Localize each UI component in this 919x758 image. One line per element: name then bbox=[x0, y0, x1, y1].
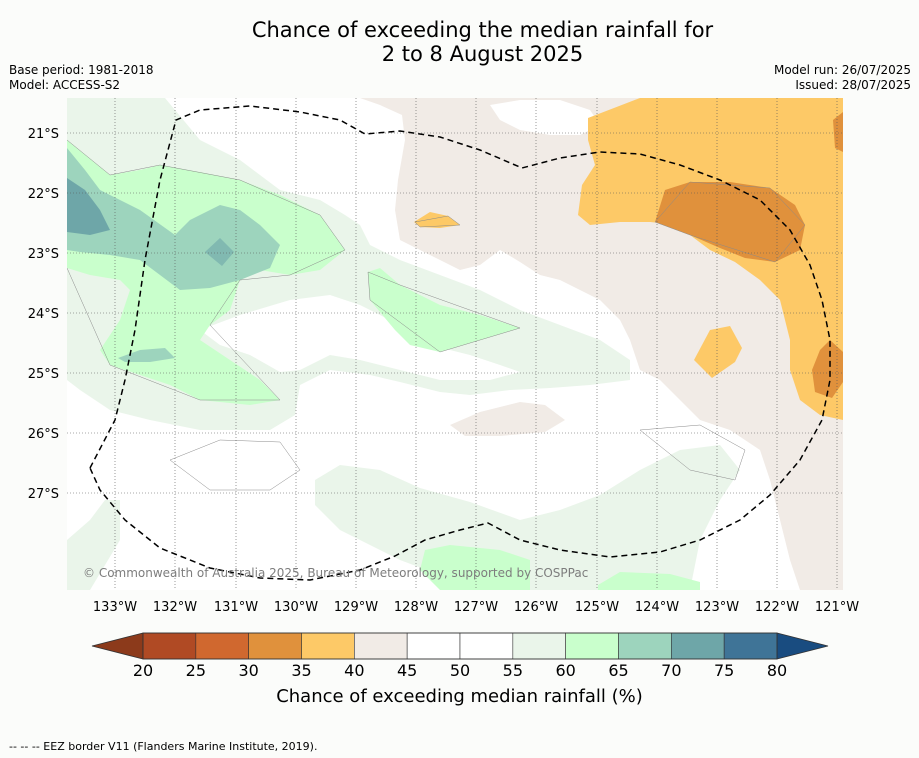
colorbar-segment bbox=[195, 632, 249, 660]
colorbar-segment bbox=[671, 632, 725, 660]
colorbar-tick-label: 55 bbox=[503, 661, 523, 680]
lon-label: 132°W bbox=[153, 600, 197, 615]
contour-70-75 bbox=[67, 178, 110, 235]
colorbar-title: Chance of exceeding median rainfall (%) bbox=[276, 686, 643, 707]
lon-label: 133°W bbox=[93, 600, 137, 615]
colorbar-segment bbox=[723, 632, 778, 660]
contour-lines bbox=[67, 139, 806, 491]
colorbar-segment bbox=[565, 632, 619, 660]
lon-label: 127°W bbox=[454, 600, 498, 615]
lat-label: 27°S bbox=[28, 487, 59, 502]
contour-35-40-spot bbox=[694, 326, 742, 378]
lon-label: 125°W bbox=[575, 600, 619, 615]
colorbar-segment bbox=[248, 632, 302, 660]
white-hole-north bbox=[490, 100, 600, 135]
map-title: Chance of exceeding the median rainfall … bbox=[0, 18, 919, 66]
lon-label: 128°W bbox=[394, 600, 438, 615]
colorbar-segments bbox=[142, 632, 778, 660]
colorbar-tick-label: 40 bbox=[344, 661, 364, 680]
lat-label: 26°S bbox=[28, 427, 59, 442]
meta-right: Model run: 26/07/2025 Issued: 28/07/2025 bbox=[774, 63, 911, 93]
copyright-text: © Commonwealth of Australia 2025, Bureau… bbox=[83, 566, 588, 580]
meta-left: Base period: 1981-2018 Model: ACCESS-S2 bbox=[9, 63, 154, 93]
contour-35-40-small bbox=[414, 212, 460, 228]
graticule bbox=[67, 98, 843, 590]
issued-label: Issued: 28/07/2025 bbox=[795, 78, 911, 92]
lon-label: 126°W bbox=[514, 600, 558, 615]
contour-55-60-sw bbox=[67, 500, 120, 590]
contour-30-35-se bbox=[812, 340, 843, 398]
contour-60-65-south2 bbox=[598, 572, 700, 590]
lat-label: 23°S bbox=[28, 247, 59, 262]
colorbar-over-arrow bbox=[776, 632, 829, 660]
colorbar-segment bbox=[301, 632, 355, 660]
lon-label: 123°W bbox=[695, 600, 739, 615]
colorbar-segment bbox=[406, 632, 461, 660]
white-hole-west bbox=[200, 295, 520, 380]
contour-30-35-east bbox=[833, 112, 843, 152]
lon-labels: 133°W 132°W 131°W 130°W 129°W 128°W 127°… bbox=[93, 600, 859, 615]
contour-60-65-mid bbox=[368, 268, 520, 352]
lon-label: 129°W bbox=[334, 600, 378, 615]
base-period-label: Base period: 1981-2018 bbox=[9, 63, 154, 77]
colorbar-tick-label: 75 bbox=[714, 661, 734, 680]
colorbar-segment bbox=[142, 632, 197, 660]
colorbar-under-arrow bbox=[91, 632, 144, 660]
lon-label: 130°W bbox=[274, 600, 318, 615]
contour-35-40 bbox=[578, 98, 843, 420]
map-plot-area: © Commonwealth of Australia 2025, Bureau… bbox=[67, 98, 843, 590]
colorbar-segment bbox=[354, 632, 408, 660]
lat-labels: 21°S 22°S 23°S 24°S 25°S 26°S 27°S bbox=[28, 127, 59, 502]
colorbar-tick-label: 60 bbox=[555, 661, 575, 680]
colorbar-frame bbox=[142, 632, 778, 660]
contour-70-75-spot bbox=[205, 238, 234, 266]
lon-label: 121°W bbox=[815, 600, 859, 615]
contour-55-60-south bbox=[315, 445, 740, 590]
colorbar-tick-label: 25 bbox=[186, 661, 206, 680]
lat-label: 25°S bbox=[28, 367, 59, 382]
title-line-2: 2 to 8 August 2025 bbox=[381, 42, 584, 66]
contour-60-65-south bbox=[420, 545, 530, 590]
colorbar-tick-label: 70 bbox=[661, 661, 681, 680]
colorbar-segment bbox=[459, 632, 514, 660]
colorbar-tick-label: 20 bbox=[133, 661, 153, 680]
colorbar: 20 25 30 35 40 45 50 55 60 65 70 75 80 bbox=[91, 632, 829, 680]
lat-label: 24°S bbox=[28, 307, 59, 322]
model-run-label: Model run: 26/07/2025 bbox=[773, 63, 911, 77]
colorbar-segment bbox=[512, 632, 566, 660]
eez-border bbox=[89, 105, 831, 581]
lon-label: 131°W bbox=[214, 600, 258, 615]
lon-label: 124°W bbox=[635, 600, 679, 615]
colorbar-tick-label: 30 bbox=[238, 661, 258, 680]
colorbar-tick-label: 35 bbox=[291, 661, 311, 680]
colorbar-tick-label: 80 bbox=[767, 661, 787, 680]
lon-label: 122°W bbox=[755, 600, 799, 615]
title-line-1: Chance of exceeding the median rainfall … bbox=[251, 18, 714, 42]
colorbar-tick-label: 50 bbox=[450, 661, 470, 680]
lat-label: 21°S bbox=[28, 127, 59, 142]
model-label: Model: ACCESS-S2 bbox=[9, 78, 121, 92]
colorbar-segment bbox=[618, 632, 672, 660]
colorbar-tick-label: 45 bbox=[397, 661, 417, 680]
contour-65-70-small bbox=[118, 348, 175, 362]
colorbar-tick-label: 65 bbox=[608, 661, 628, 680]
contour-30-35 bbox=[655, 182, 805, 262]
lat-label: 22°S bbox=[28, 187, 59, 202]
eez-legend-note: -- -- -- EEZ border V11 (Flanders Marine… bbox=[9, 740, 318, 753]
colorbar-ticks: 20 25 30 35 40 45 50 55 60 65 70 75 80 bbox=[133, 661, 787, 680]
